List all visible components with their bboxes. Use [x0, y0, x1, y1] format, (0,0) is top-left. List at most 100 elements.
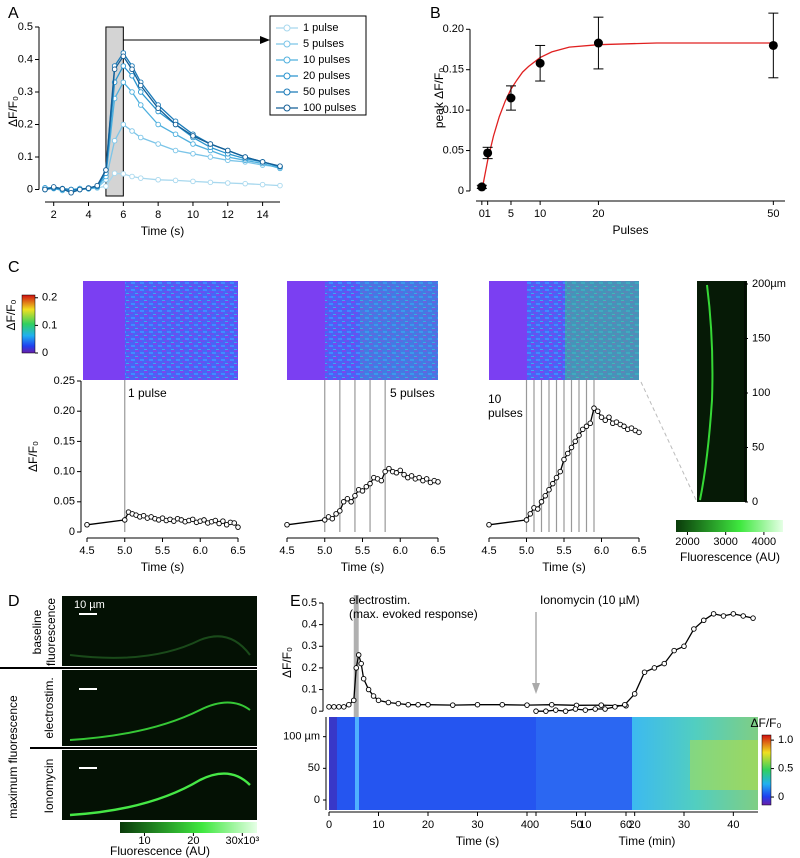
colorbar-tick-label: 4000: [752, 536, 776, 548]
panel-label: C: [8, 259, 20, 276]
marker: [190, 133, 196, 139]
x-axis-label: Time (s): [542, 560, 586, 574]
y-tick-label: 0.3: [18, 86, 33, 98]
marker: [730, 611, 737, 617]
heatmap: [325, 281, 438, 380]
heatmap-baseline: [287, 281, 325, 380]
point: [506, 93, 516, 103]
colorbar-tick-label: 150: [752, 332, 770, 344]
panel-c-heatmaps: [21, 281, 783, 532]
colorbar-tick-label: 0: [778, 791, 784, 803]
y-tick-label: 0.1: [18, 151, 33, 163]
marker: [613, 419, 620, 425]
legend-label: 50 pulses: [303, 86, 351, 98]
marker: [50, 184, 57, 190]
marker: [435, 479, 441, 485]
marker: [340, 499, 347, 505]
series-line: [44, 55, 281, 194]
colorbar-tick-label: 0.1: [42, 319, 57, 331]
marker: [375, 697, 382, 704]
marker: [77, 186, 83, 193]
colorbar-tick-label: 0: [314, 794, 320, 806]
colorbar: [761, 734, 772, 806]
marker: [355, 652, 362, 658]
x-tick-label: 10: [187, 209, 199, 221]
x-tick-label: 6.0: [393, 545, 408, 557]
x-tick-label: 0: [326, 819, 332, 831]
colorbar-tick-label: 200µm: [752, 278, 786, 290]
series-line: [45, 64, 281, 192]
marker: [331, 704, 337, 710]
legend-box: [269, 15, 367, 116]
colorbar: [21, 294, 36, 354]
x-tick-label: 4.5: [79, 545, 94, 557]
colorbar-title: ΔF/F₀: [4, 299, 18, 330]
y-tick-label: 0.15: [443, 64, 464, 76]
marker: [120, 63, 127, 69]
marker: [155, 176, 161, 183]
y-tick-label: 0: [27, 183, 33, 195]
marker: [606, 414, 612, 420]
x-tick-label: 40: [521, 819, 533, 831]
x-tick-label: 5.5: [155, 545, 170, 557]
marker: [365, 686, 372, 693]
marker: [85, 185, 92, 191]
legend-label: 10 pulses: [303, 54, 351, 66]
marker: [641, 669, 648, 675]
point: [483, 148, 493, 158]
marker: [408, 473, 415, 479]
point: [535, 58, 545, 68]
colorbar-tick-label: 0.5: [778, 762, 793, 774]
dendrite: [69, 635, 251, 659]
legend-marker: [283, 104, 291, 112]
marker: [120, 171, 127, 177]
point: [593, 38, 603, 48]
marker: [190, 141, 196, 147]
heatmap-response: [690, 740, 758, 790]
marker: [84, 522, 90, 528]
marker: [370, 693, 377, 699]
y-tick-label: 0.25: [54, 375, 75, 387]
marker: [212, 517, 219, 524]
marker: [602, 706, 608, 712]
x-axis-label: Pulses: [612, 223, 648, 237]
marker: [137, 134, 144, 141]
marker: [329, 515, 336, 522]
marker: [750, 615, 756, 621]
row-label: fluorescence: [44, 598, 58, 666]
legend-marker: [283, 24, 291, 32]
y-axis-label: ΔF/F₀: [280, 647, 294, 678]
legend-marker: [283, 72, 291, 80]
marker: [189, 516, 196, 523]
legend-marker: [283, 40, 291, 48]
y-tick-label: 0: [311, 705, 317, 717]
marker: [499, 701, 506, 708]
marker: [284, 522, 290, 528]
x-tick-label: 4: [85, 209, 91, 221]
legend-label: 100 pulses: [303, 102, 357, 114]
x-tick-label: 5.5: [355, 545, 370, 557]
x-tick-label: 50: [767, 208, 779, 220]
marker: [159, 515, 166, 521]
x-tick-label: 20: [422, 819, 434, 831]
marker: [598, 414, 605, 420]
marker: [546, 486, 552, 493]
x-tick-label: 14: [256, 209, 268, 221]
marker: [242, 154, 248, 160]
marker: [120, 121, 127, 128]
x-axis-label: Time (min): [619, 834, 676, 848]
marker: [190, 150, 196, 157]
x-tick-label: 1: [485, 208, 491, 220]
marker: [397, 467, 404, 474]
marker: [538, 499, 545, 505]
marker: [111, 66, 118, 72]
panel-label: A: [8, 5, 19, 22]
x-tick-label: 6.5: [230, 545, 245, 557]
marker: [527, 511, 534, 517]
marker: [386, 465, 392, 472]
marker: [259, 181, 266, 188]
marker: [336, 704, 342, 710]
y-tick-label: 0.10: [54, 466, 75, 478]
marker: [450, 702, 456, 708]
x-tick-label: 5.0: [519, 545, 534, 557]
